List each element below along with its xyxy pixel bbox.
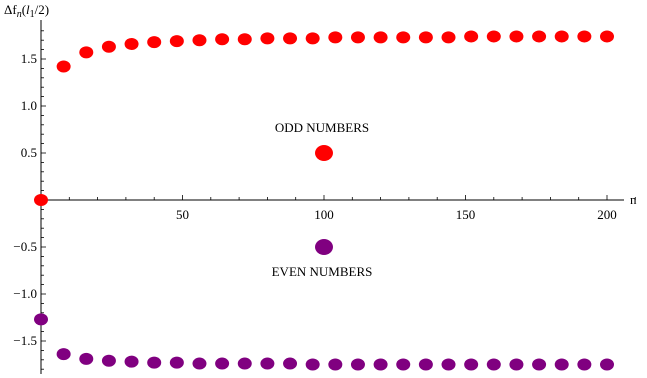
even-series-point [373,358,388,371]
odd-series-point [554,30,569,43]
y-tick-label: −1.5 [13,333,37,348]
odd-series-point [124,37,139,50]
y-axis-label-open: ( [22,2,26,17]
odd-series-point [328,31,343,44]
annotations: ODD NUMBERS EVEN NUMBERS [272,120,373,279]
y-ticks: −1.5 −1.0 −0.5 0.5 1.0 1.5 [13,30,46,370]
odd-series-point [509,30,524,43]
axes: 50 100 150 200 −1.5 −1.0 −0.5 0.5 1.0 1.5 [13,20,636,374]
y-axis-label-l: l [26,2,30,17]
even-series-point [418,358,433,371]
even-series-point [260,357,275,370]
odd-series-point [237,33,252,46]
even-series-point [79,352,94,365]
y-axis-label-sub-n: n [17,9,22,20]
y-tick-label: −1.0 [13,286,37,301]
odd-series-point [34,194,48,206]
y-tick-label: 0.5 [21,145,37,160]
x-tick-label: 100 [314,207,334,222]
x-ticks: 50 100 150 200 [68,195,636,222]
x-tick-label: 200 [597,207,617,222]
odd-series-point [486,30,501,43]
odd-series-point [350,31,365,44]
odd-series-point [600,30,614,43]
odd-legend-marker [315,145,333,161]
odd-series-point [441,31,456,44]
x-tick-label: 150 [456,207,476,222]
even-series-point [328,358,343,371]
even-series-point [350,358,365,371]
x-tick-label: 50 [176,207,189,222]
even-series-point [305,358,320,371]
even-series-point [169,356,184,369]
odd-series-point [418,31,433,44]
odd-series-point [305,32,320,45]
even-series-point [56,348,71,361]
even-numbers-label: EVEN NUMBERS [272,264,373,279]
y-tick-label: 1.0 [21,98,37,113]
odd-series-point [396,31,411,44]
even-series-point [396,358,411,371]
even-series-point [101,354,116,367]
odd-series-point [532,30,547,43]
odd-series-point [283,32,298,45]
odd-series-point [192,34,207,47]
data-points [34,30,614,371]
odd-series-point [147,36,162,49]
odd-series-point [464,30,479,43]
y-axis-label: Δfn(l1/2) [4,2,49,20]
even-series-point [486,358,501,371]
y-axis-label-close: /2) [35,2,49,17]
y-tick-label: 1.5 [21,51,37,66]
even-series-point [215,357,230,370]
even-series-point [509,358,524,371]
odd-numbers-label: ODD NUMBERS [275,120,369,135]
even-series-point [464,358,479,371]
y-tick-label: −0.5 [13,239,37,254]
even-series-point [192,357,207,370]
even-series-point [577,358,592,371]
even-series-point [147,356,162,369]
even-series-point [532,358,547,371]
even-legend-marker [315,239,333,255]
odd-series-point [101,40,116,53]
even-series-point [600,358,614,371]
y-axis-label-main: Δf [4,2,17,17]
odd-series-point [169,35,184,48]
odd-series-point [577,30,592,43]
odd-series-point [373,31,388,44]
even-series-point [283,357,298,370]
odd-series-point [215,33,230,46]
even-series-point [124,355,139,368]
x-axis-label: n [630,192,637,207]
even-series-point [441,358,456,371]
odd-series-point [79,46,94,59]
even-series-point [554,358,569,371]
even-series-point [34,313,48,326]
even-series-point [237,357,252,370]
odd-series-point [56,60,71,73]
odd-series-point [260,32,275,45]
y-axis-label-sub-1: 1 [30,9,35,20]
